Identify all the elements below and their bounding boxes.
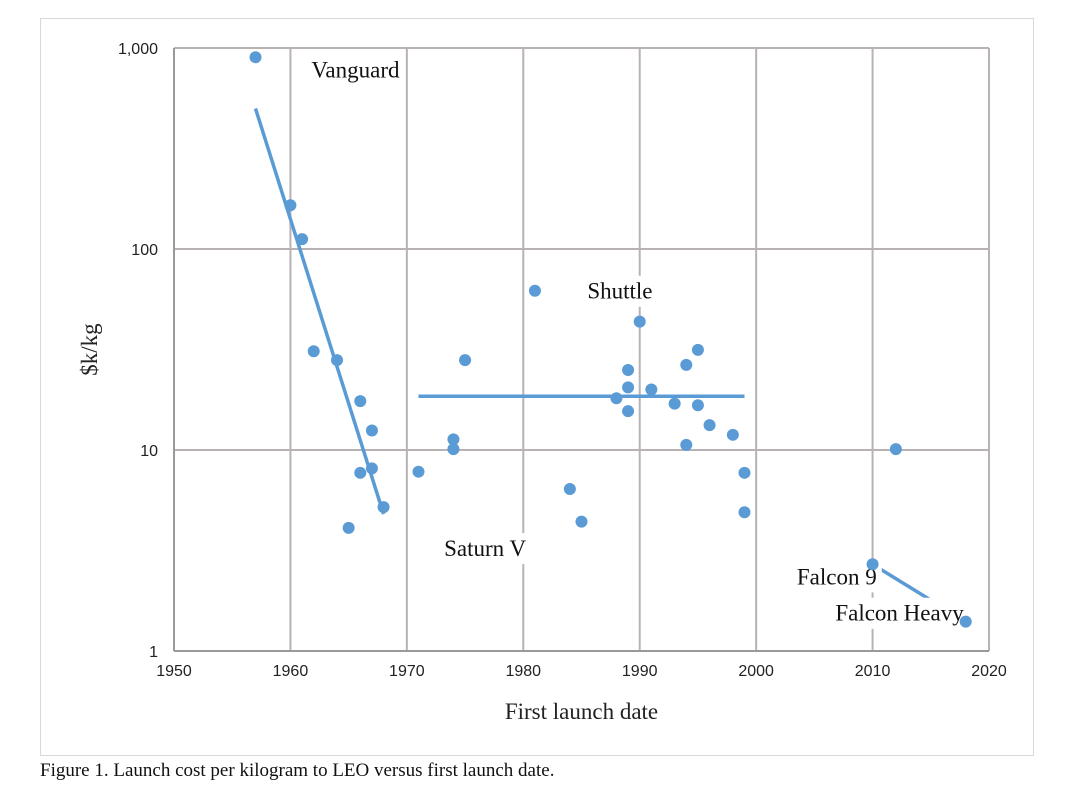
data-point — [575, 515, 588, 528]
y-tick-label: 10 — [140, 443, 158, 460]
y-tick-label: 100 — [131, 242, 158, 259]
x-axis-title: First launch date — [505, 699, 658, 724]
series-points — [249, 51, 972, 628]
data-point — [622, 364, 635, 377]
data-point — [889, 443, 902, 456]
annotation-background — [306, 54, 406, 86]
data-point — [528, 284, 541, 297]
data-point — [633, 315, 646, 328]
data-point — [296, 233, 309, 246]
data-point — [668, 397, 681, 410]
data-point — [354, 395, 367, 408]
x-tick-label: 1990 — [622, 663, 658, 680]
annotation-label: Shuttle — [587, 279, 652, 304]
chart-frame: 1950 1960 1970 1980 1990 2000 2010 2020 1 10 100 1,… — [40, 18, 1034, 756]
data-point — [412, 465, 425, 478]
data-point — [249, 51, 262, 64]
data-point — [365, 424, 378, 437]
annotation-background — [439, 533, 532, 565]
annotation: Falcon Heavy — [830, 597, 970, 629]
annotation-label: Saturn V — [444, 536, 526, 561]
annotation-label: Vanguard — [311, 58, 400, 83]
annotation: Saturn V — [439, 533, 532, 565]
data-point — [447, 443, 460, 456]
data-point — [680, 358, 693, 371]
figure-caption: Figure 1. Launch cost per kilogram to LE… — [40, 760, 555, 781]
annotation: Shuttle — [582, 275, 658, 307]
annotation: Vanguard — [306, 54, 406, 86]
data-point — [622, 381, 635, 394]
data-point — [866, 558, 879, 571]
annotation-label: Falcon Heavy — [835, 601, 964, 626]
annotation-background — [582, 275, 658, 307]
data-point — [680, 438, 693, 451]
gridlines — [173, 47, 990, 652]
x-tick-label: 1980 — [505, 663, 541, 680]
trend-line-early-decline — [253, 107, 386, 515]
data-point — [284, 199, 297, 212]
annotation: Falcon 9 — [791, 561, 882, 593]
data-point — [447, 433, 460, 446]
data-point — [331, 354, 343, 367]
x-tick-label: 1950 — [156, 663, 192, 680]
y-axis-title: $k/kg — [77, 323, 102, 376]
data-point — [691, 399, 704, 412]
data-point — [645, 383, 658, 396]
data-point — [365, 462, 378, 475]
data-point — [563, 482, 576, 495]
data-point — [622, 405, 635, 418]
data-point — [342, 521, 355, 534]
data-point — [703, 419, 716, 432]
x-tick-label: 2010 — [855, 663, 891, 680]
data-point — [459, 354, 472, 367]
x-tick-label: 2020 — [971, 663, 1007, 680]
x-tick-label: 1960 — [273, 663, 309, 680]
data-point — [738, 506, 751, 519]
data-point — [377, 501, 390, 514]
data-point — [307, 345, 320, 358]
y-tick-label: 1,000 — [118, 41, 158, 58]
annotation-background — [791, 561, 882, 593]
data-point — [610, 392, 623, 405]
data-point — [738, 466, 751, 479]
data-point — [959, 615, 972, 628]
launch-cost-chart: 1950 1960 1970 1980 1990 2000 2010 2020 1 10 100 1,… — [77, 41, 1007, 724]
x-tick-label: 2000 — [738, 663, 774, 680]
annotation-label: Falcon 9 — [797, 564, 877, 589]
data-point — [691, 343, 704, 356]
x-tick-label: 1970 — [389, 663, 425, 680]
data-point — [354, 466, 367, 479]
data-point — [726, 428, 739, 441]
annotation-background — [830, 597, 970, 629]
y-tick-label: 1 — [149, 644, 158, 661]
